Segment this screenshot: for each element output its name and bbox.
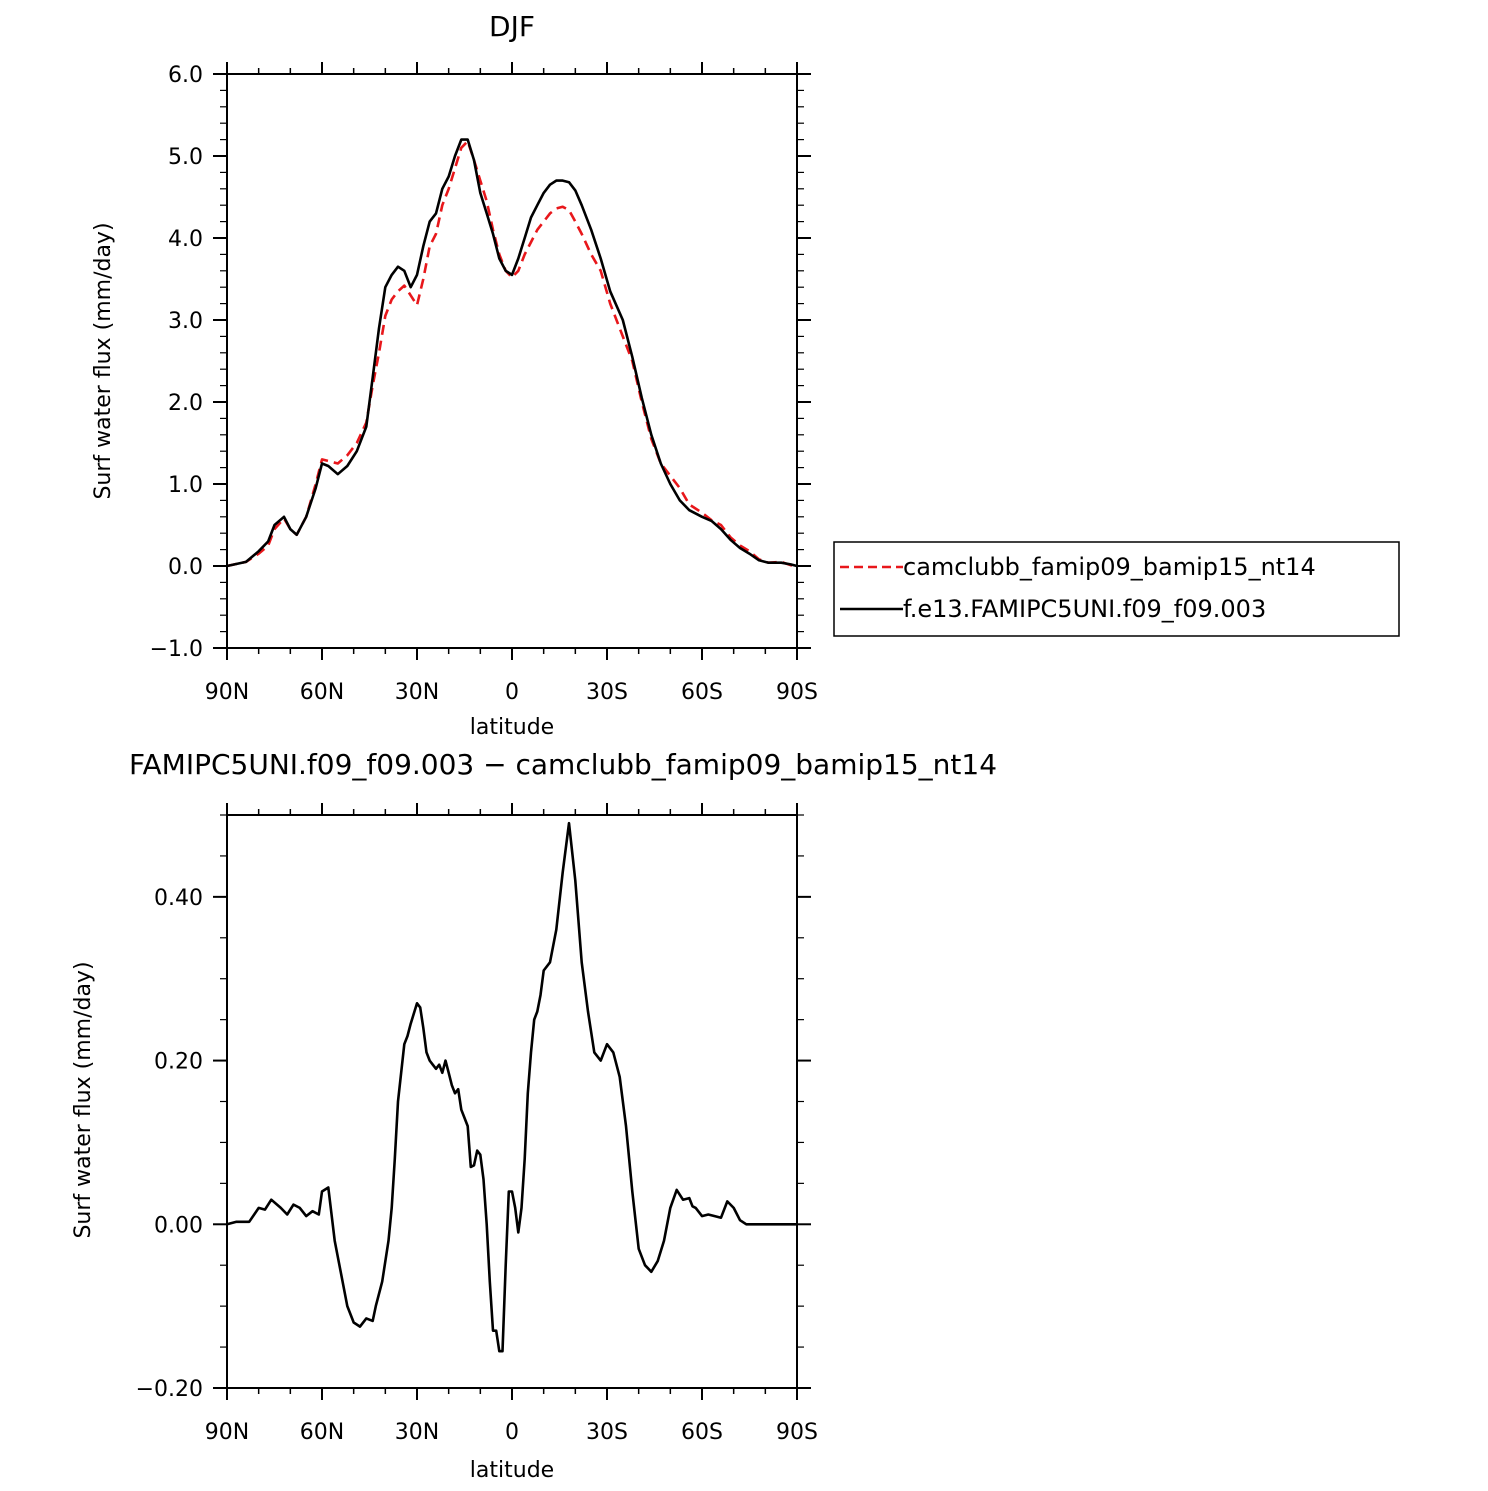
top-y-tick-label: 0.0	[168, 555, 203, 580]
top-y-tick-label: −1.0	[150, 637, 203, 662]
top-y-tick-label: 3.0	[168, 309, 203, 334]
bottom-y-tick-label: 0.40	[154, 886, 203, 911]
bottom-series-lines	[226, 821, 797, 1353]
top-panel-title: DJF	[489, 10, 535, 43]
legend-label-2: f.e13.FAMIPC5UNI.f09_f09.003	[903, 595, 1266, 623]
top-y-tick-label: 4.0	[168, 227, 203, 252]
bottom-y-tick-label: 0.00	[154, 1213, 203, 1238]
top-y-axis-label: Surf water flux (mm/day)	[91, 222, 116, 499]
top-x-tick-label: 60S	[681, 680, 723, 705]
top-plot-frame	[226, 73, 798, 649]
top-series-line-2	[226, 138, 798, 568]
bottom-x-tick-label: 30S	[586, 1420, 628, 1445]
legend: camclubb_famip09_bamip15_nt14 f.e13.FAMI…	[833, 541, 1400, 637]
legend-box	[833, 541, 1400, 637]
top-x-tick-label: 30N	[395, 680, 439, 705]
top-y-tick-label: 5.0	[168, 145, 203, 170]
bottom-x-tick-label: 30N	[395, 1420, 439, 1445]
top-x-axis-label: latitude	[470, 715, 554, 740]
bottom-y-axis-label: Surf water flux (mm/day)	[71, 961, 96, 1238]
bottom-x-tick-label: 60N	[300, 1420, 344, 1445]
top-x-tick-label: 0	[505, 680, 519, 705]
top-x-tick-label: 60N	[300, 680, 344, 705]
bottom-x-tick-label: 90N	[205, 1420, 249, 1445]
bottom-axis-ticks: 90N 60N 30N 0 30S 60S 90S −0.20 0.00 0.20 0.40	[136, 803, 818, 1445]
top-y-tick-label: 2.0	[168, 391, 203, 416]
bottom-series-line-1	[226, 821, 797, 1353]
top-y-tick-label: 6.0	[168, 63, 203, 88]
bottom-plot-frame	[226, 814, 798, 1389]
top-x-tick-label: 90N	[205, 680, 249, 705]
top-axis-ticks: 90N 60N 30N 0 30S 60S 90S −1.0 0.0 1.0 2.0 3.0 4.0 5.…	[150, 62, 818, 705]
top-panel: DJF Surf water flux (mm/day) latitude 90…	[91, 10, 818, 740]
bottom-x-tick-label: 90S	[776, 1420, 818, 1445]
bottom-x-tick-label: 60S	[681, 1420, 723, 1445]
top-series-lines	[226, 138, 798, 568]
top-x-tick-label: 90S	[776, 680, 818, 705]
bottom-panel: FAMIPC5UNI.f09_f09.003 − camclubb_famip0…	[71, 748, 997, 1483]
bottom-x-axis-label: latitude	[470, 1458, 554, 1483]
top-x-tick-label: 30S	[586, 680, 628, 705]
bottom-x-tick-label: 0	[505, 1420, 519, 1445]
bottom-y-tick-label: −0.20	[136, 1377, 203, 1402]
legend-label-1: camclubb_famip09_bamip15_nt14	[903, 553, 1316, 581]
bottom-y-tick-label: 0.20	[154, 1050, 203, 1075]
top-series-line-1	[226, 139, 798, 568]
bottom-panel-title: FAMIPC5UNI.f09_f09.003 − camclubb_famip0…	[129, 748, 997, 781]
top-y-tick-label: 1.0	[168, 473, 203, 498]
